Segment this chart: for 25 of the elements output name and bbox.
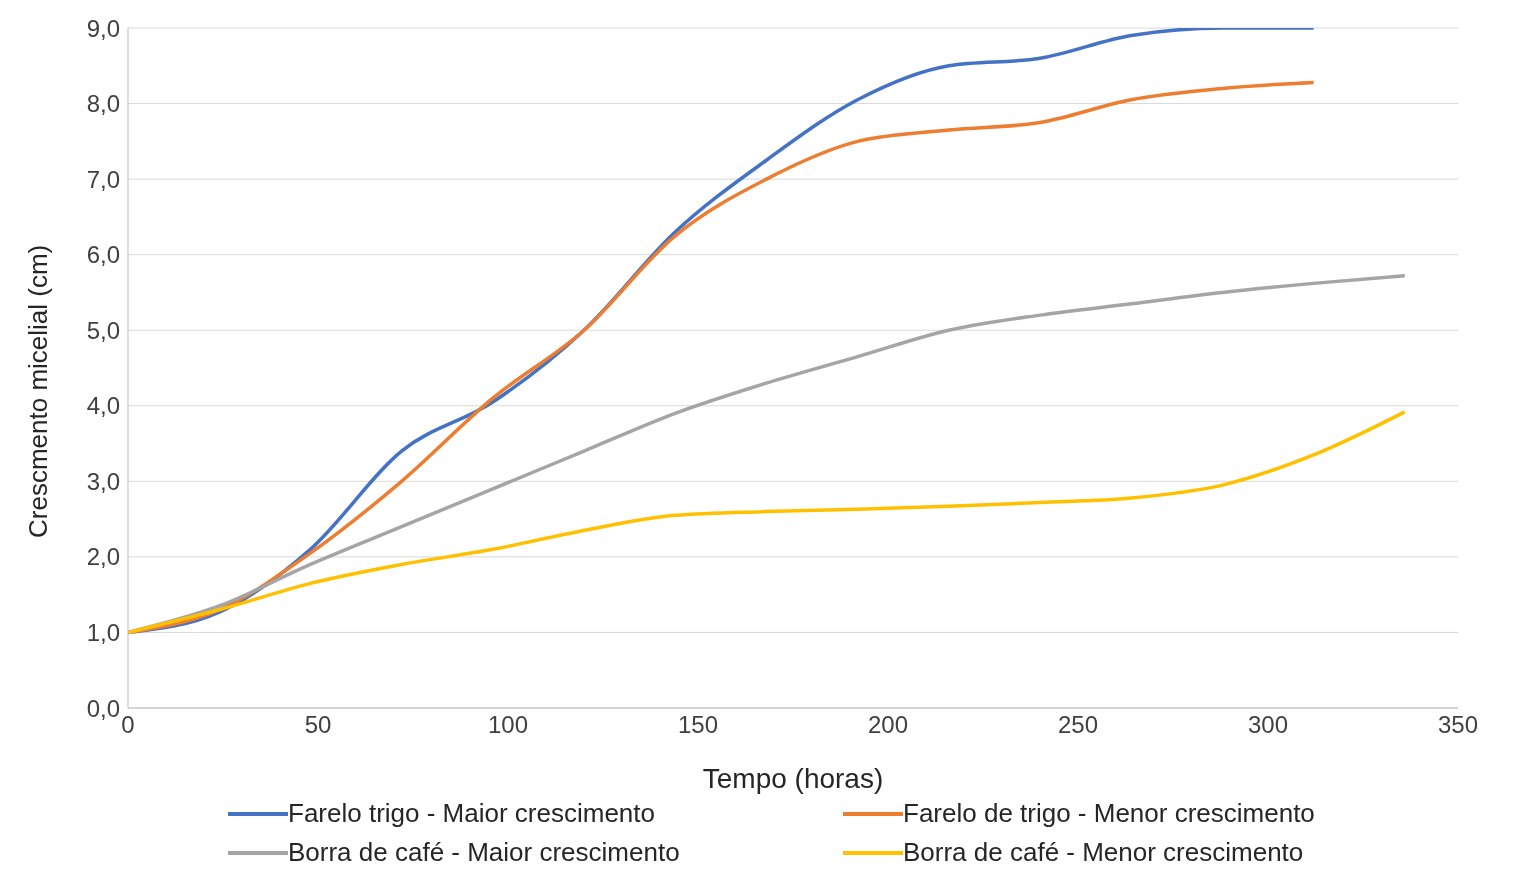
- y-tick-label: 7,0: [86, 165, 120, 193]
- y-tick-label: 0,0: [86, 694, 120, 722]
- y-tick-label: 6,0: [86, 241, 120, 269]
- legend-label: Borra de café - Maior crescimento: [288, 837, 680, 868]
- x-tick-label: 200: [867, 711, 909, 739]
- y-tick-label: 3,0: [86, 467, 120, 495]
- x-tick-label: 150: [677, 711, 719, 739]
- x-tick-label: 250: [1057, 711, 1099, 739]
- x-tick-label: 0: [121, 711, 135, 739]
- y-tick-label: 2,0: [86, 543, 120, 571]
- y-tick-label: 4,0: [86, 392, 120, 420]
- y-tick-label: 9,0: [86, 14, 120, 42]
- legend-label: Farelo trigo - Maior crescimento: [288, 798, 655, 829]
- x-axis-title: Tempo (horas): [702, 763, 884, 794]
- legend-label: Borra de café - Menor crescimento: [903, 837, 1304, 868]
- x-tick-label: 100: [487, 711, 529, 739]
- y-tick-label: 1,0: [86, 618, 120, 646]
- x-tick-label: 50: [304, 711, 332, 739]
- x-tick-label: 300: [1247, 711, 1289, 739]
- y-axis-title: Crescmento micelial (cm): [23, 244, 54, 538]
- line-series: [128, 410, 1407, 635]
- y-tick-label: 8,0: [86, 90, 120, 118]
- y-tick-label: 5,0: [86, 316, 120, 344]
- x-tick-label: 350: [1437, 711, 1479, 739]
- legend-label: Farelo de trigo - Menor crescimento: [903, 798, 1315, 829]
